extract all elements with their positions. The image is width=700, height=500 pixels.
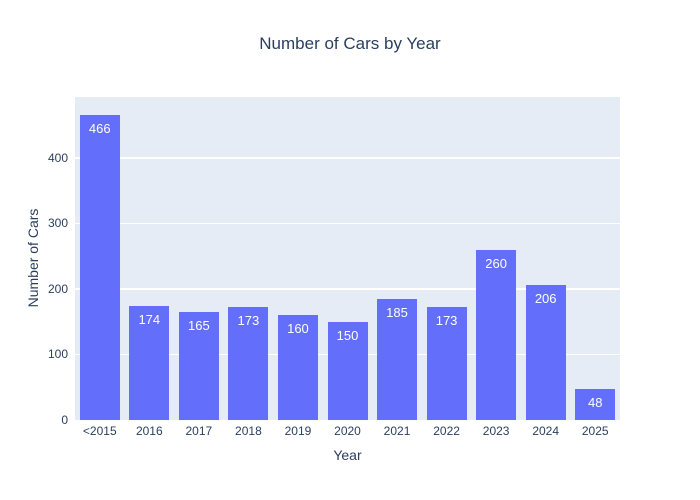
- bar[interactable]: 48: [575, 388, 616, 420]
- x-tick-label: 2025: [581, 424, 609, 438]
- bar-value-label: 260: [485, 255, 507, 271]
- x-tick-label: 2021: [383, 424, 411, 438]
- bar[interactable]: 173: [228, 306, 269, 420]
- bar[interactable]: 160: [277, 315, 318, 420]
- bar[interactable]: 185: [377, 298, 418, 420]
- bar-value-label: 174: [138, 312, 161, 327]
- bar-value-label: 165: [188, 317, 210, 333]
- bar[interactable]: 150: [327, 321, 368, 420]
- bar-value-label: 173: [435, 312, 458, 328]
- bar-value-label: 48: [587, 394, 603, 410]
- bar[interactable]: 174: [129, 306, 170, 420]
- bar-value-label: 150: [336, 327, 359, 343]
- bar[interactable]: 260: [476, 249, 517, 420]
- bar[interactable]: 206: [525, 285, 566, 420]
- y-tick-label: 200: [47, 281, 68, 296]
- gridline: [75, 288, 620, 290]
- x-tick-label: 2024: [532, 424, 560, 438]
- x-tick-label: 2020: [334, 424, 361, 438]
- chart-title: Number of Cars by Year: [259, 34, 441, 53]
- y-tick-label: 400: [47, 150, 68, 165]
- x-tick-label: 2018: [235, 424, 262, 438]
- bar[interactable]: 173: [426, 306, 467, 420]
- bar-value-label: 206: [534, 291, 557, 307]
- y-tick-label: 300: [47, 216, 68, 231]
- gridline: [75, 157, 620, 159]
- bar[interactable]: 165: [178, 311, 219, 420]
- plot-area: 466 174 165 173 160 150 185 173 260 206 48: [75, 97, 620, 420]
- bar-value-label: 173: [237, 312, 260, 328]
- bar[interactable]: 466: [79, 114, 120, 420]
- x-axis-title: Year: [333, 447, 362, 463]
- bar-value-label: 466: [88, 120, 111, 136]
- gridline: [75, 222, 620, 225]
- bar-value-label: 185: [386, 304, 408, 320]
- x-tick-label: 2022: [433, 424, 460, 438]
- x-tick-label: <2015: [82, 424, 117, 438]
- bar-value-label: 160: [287, 321, 309, 337]
- y-tick-label: 100: [47, 347, 68, 362]
- x-tick-label: 2023: [482, 424, 510, 438]
- x-tick-label: 2017: [185, 424, 213, 438]
- x-tick-label: 2019: [284, 424, 312, 438]
- x-tick-label: 2016: [135, 424, 163, 438]
- y-tick-label: 0: [61, 413, 68, 427]
